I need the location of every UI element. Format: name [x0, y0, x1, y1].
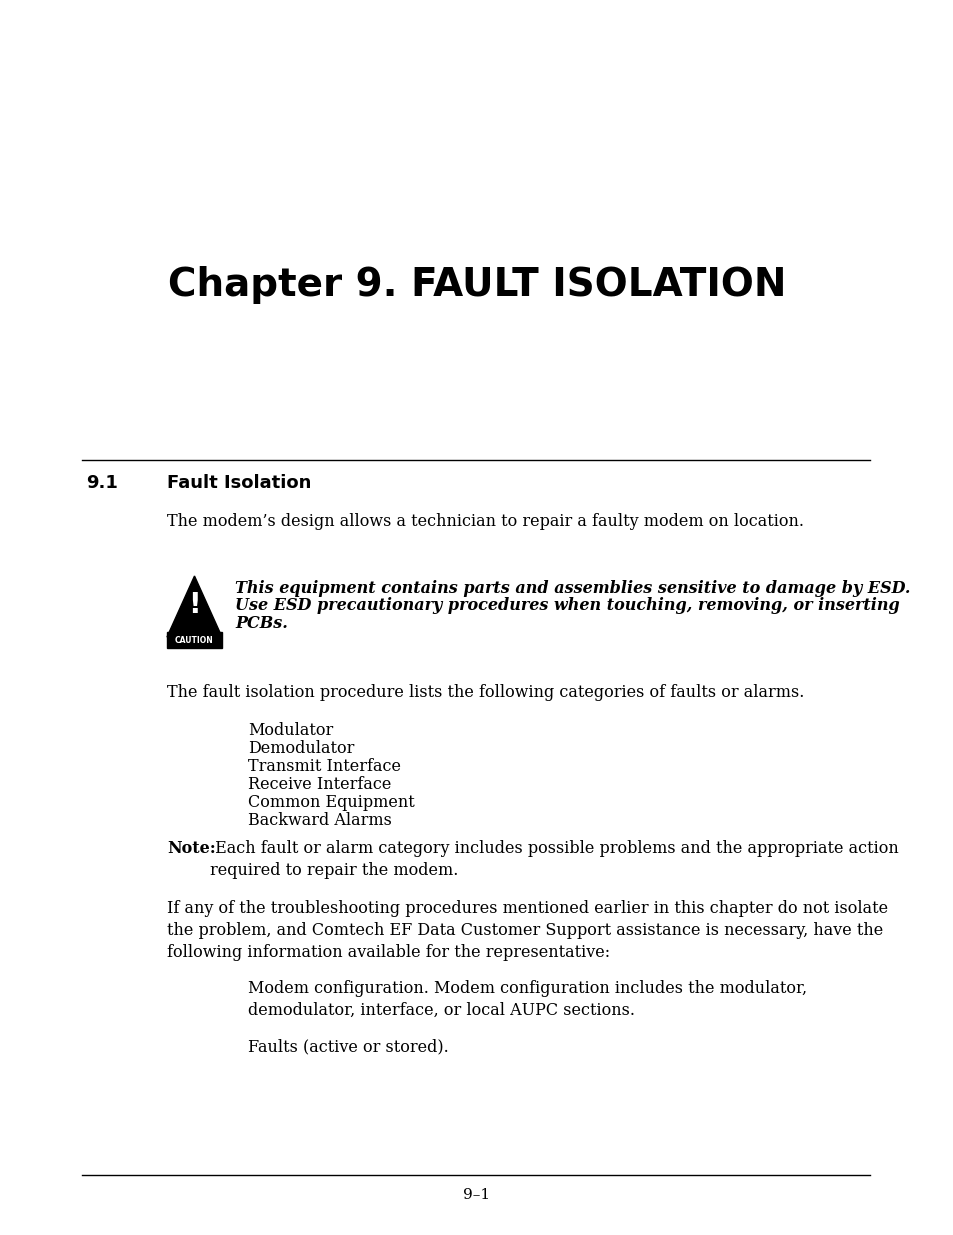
Text: The fault isolation procedure lists the following categories of faults or alarms: The fault isolation procedure lists the …	[167, 684, 803, 701]
Polygon shape	[167, 576, 222, 637]
Text: Modulator: Modulator	[248, 722, 333, 739]
Text: 9–1: 9–1	[463, 1188, 490, 1202]
Text: Demodulator: Demodulator	[248, 740, 354, 757]
FancyBboxPatch shape	[167, 632, 222, 648]
Text: The modem’s design allows a technician to repair a faulty modem on location.: The modem’s design allows a technician t…	[167, 513, 803, 530]
Text: This equipment contains parts and assemblies sensitive to damage by ESD.: This equipment contains parts and assemb…	[234, 580, 909, 597]
Text: Common Equipment: Common Equipment	[248, 794, 415, 811]
Text: Each fault or alarm category includes possible problems and the appropriate acti: Each fault or alarm category includes po…	[210, 840, 898, 879]
Text: Chapter 9. FAULT ISOLATION: Chapter 9. FAULT ISOLATION	[168, 266, 785, 304]
Text: !: !	[188, 590, 200, 619]
Text: Receive Interface: Receive Interface	[248, 776, 391, 793]
Text: Transmit Interface: Transmit Interface	[248, 758, 400, 776]
Text: Note:: Note:	[167, 840, 215, 857]
Text: Fault Isolation: Fault Isolation	[167, 474, 311, 492]
Text: Use ESD precautionary procedures when touching, removing, or inserting: Use ESD precautionary procedures when to…	[234, 598, 899, 615]
Text: PCBs.: PCBs.	[234, 615, 288, 632]
Text: 9.1: 9.1	[86, 474, 118, 492]
Text: CAUTION: CAUTION	[175, 636, 213, 645]
Text: Modem configuration. Modem configuration includes the modulator,
demodulator, in: Modem configuration. Modem configuration…	[248, 981, 806, 1019]
Text: If any of the troubleshooting procedures mentioned earlier in this chapter do no: If any of the troubleshooting procedures…	[167, 900, 887, 961]
Text: Faults (active or stored).: Faults (active or stored).	[248, 1037, 448, 1055]
Text: Backward Alarms: Backward Alarms	[248, 811, 392, 829]
